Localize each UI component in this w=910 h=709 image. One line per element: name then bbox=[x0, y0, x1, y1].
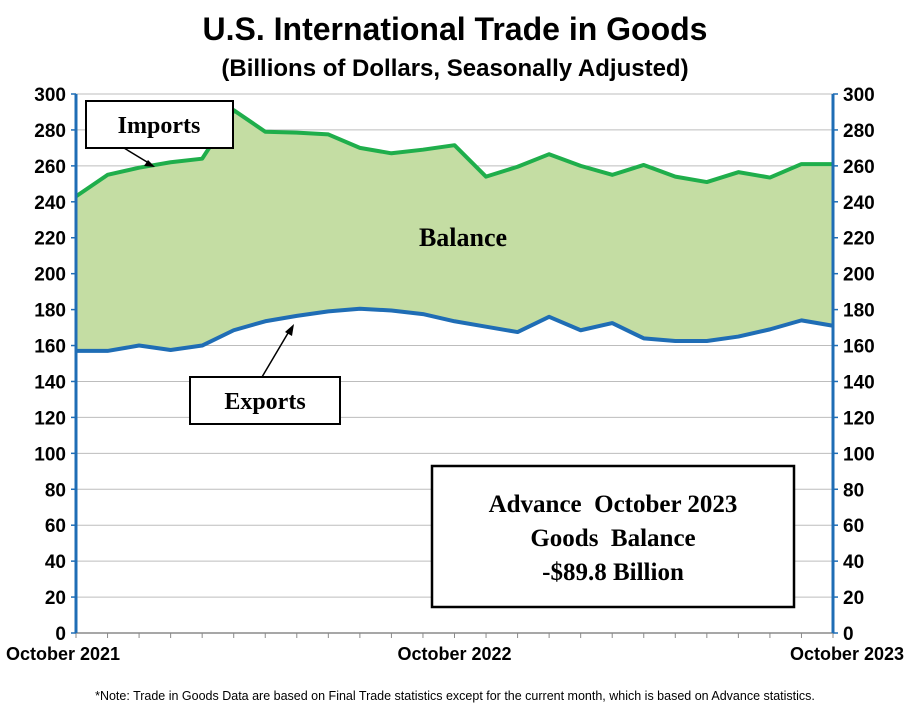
exports-callout-label: Exports bbox=[224, 389, 305, 415]
exports-arrowhead bbox=[285, 324, 294, 336]
x-tick-label: October 2022 bbox=[397, 644, 511, 664]
x-axis-ticks: October 2021 October 2022 October 2023 bbox=[6, 644, 904, 664]
left-y-tick-label: 140 bbox=[34, 372, 66, 393]
exports-series-line bbox=[76, 306, 834, 353]
right-y-tick-label: 180 bbox=[843, 301, 875, 322]
left-y-tick-label: 160 bbox=[34, 337, 66, 358]
left-y-tick-label: 60 bbox=[45, 516, 66, 537]
annotation-line-2: Goods Balance bbox=[530, 525, 695, 552]
chart-subtitle: (Billions of Dollars, Seasonally Adjuste… bbox=[221, 55, 688, 82]
left-y-tick-label: 40 bbox=[45, 552, 66, 573]
left-y-tick-label: 240 bbox=[34, 193, 66, 214]
left-y-tick-label: 100 bbox=[34, 444, 66, 465]
left-y-tick-label: 120 bbox=[34, 408, 66, 429]
annotation-line-1: Advance October 2023 bbox=[489, 491, 738, 518]
right-y-tick-label: 280 bbox=[843, 121, 875, 142]
left-y-tick-label: 280 bbox=[34, 121, 66, 142]
imports-callout: Imports bbox=[85, 100, 234, 167]
exports-callout-box bbox=[189, 376, 341, 425]
footnote: *Note: Trade in Goods Data are based on … bbox=[95, 689, 815, 703]
right-y-tick-label: 40 bbox=[843, 552, 864, 573]
right-y-tick-label: 120 bbox=[843, 408, 875, 429]
right-y-tick-label: 20 bbox=[843, 588, 864, 609]
left-y-tick-label: 80 bbox=[45, 480, 66, 501]
imports-callout-box bbox=[85, 100, 234, 149]
left-y-tick-label: 260 bbox=[34, 157, 66, 178]
left-y-tick-label: 200 bbox=[34, 265, 66, 286]
right-y-axis-ticks: 0 20 40 60 80 100 120 140 160 180 200 220 240 260 280 3… bbox=[843, 85, 875, 645]
right-y-tick-label: 240 bbox=[843, 193, 875, 214]
annotation-line-3: -$89.8 Billion bbox=[542, 559, 684, 586]
x-tick-label: October 2023 bbox=[790, 644, 904, 664]
right-y-tick-label: 80 bbox=[843, 480, 864, 501]
left-y-axis-ticks: 0 20 40 60 80 100 120 140 160 180 200 220 240 260 280 3… bbox=[34, 85, 66, 645]
axes bbox=[71, 93, 838, 638]
right-y-tick-label: 300 bbox=[843, 85, 875, 106]
right-y-tick-label: 220 bbox=[843, 229, 875, 250]
exports-callout: Exports bbox=[189, 324, 341, 425]
annotation-box-frame bbox=[430, 464, 796, 609]
right-y-tick-label: 0 bbox=[843, 624, 854, 645]
left-y-tick-label: 0 bbox=[55, 624, 66, 645]
chart-title: U.S. International Trade in Goods bbox=[203, 11, 708, 47]
right-y-tick-label: 260 bbox=[843, 157, 875, 178]
left-y-tick-label: 300 bbox=[34, 85, 66, 106]
imports-callout-label: Imports bbox=[118, 113, 201, 139]
right-y-tick-label: 140 bbox=[843, 372, 875, 393]
right-y-tick-label: 60 bbox=[843, 516, 864, 537]
x-tick-label: October 2021 bbox=[6, 644, 120, 664]
left-y-tick-label: 20 bbox=[45, 588, 66, 609]
right-y-tick-label: 200 bbox=[843, 265, 875, 286]
balance-area bbox=[76, 110, 833, 351]
left-y-tick-label: 220 bbox=[34, 229, 66, 250]
imports-arrowhead bbox=[144, 160, 155, 167]
left-y-tick-label: 180 bbox=[34, 301, 66, 322]
annotation-box: Advance October 2023 Goods Balance -$89.… bbox=[430, 464, 796, 609]
right-y-tick-label: 160 bbox=[843, 337, 875, 358]
exports-callout-arrow bbox=[261, 327, 292, 378]
right-y-tick-label: 100 bbox=[843, 444, 875, 465]
imports-series-line bbox=[74, 108, 833, 199]
balance-label: Balance bbox=[419, 223, 507, 252]
